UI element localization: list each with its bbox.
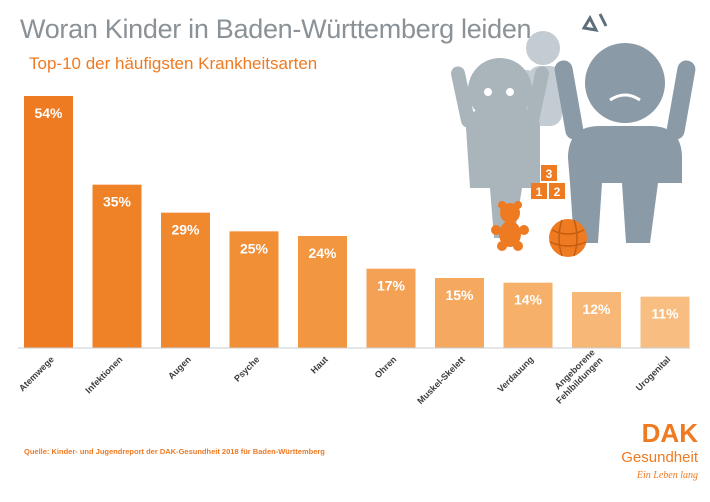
source-note: Quelle: Kinder- und Jugendreport der DAK…: [24, 447, 325, 456]
bar: [640, 296, 690, 348]
category-label-line: Urogenital: [634, 354, 673, 393]
anger-icon: [581, 13, 608, 32]
category-label: Urogenital: [634, 354, 673, 393]
bar-value-label: 14%: [514, 292, 543, 308]
category-label: AngeboreneFehlbildungen: [546, 347, 604, 405]
bar-value-label: 17%: [377, 278, 406, 294]
category-label: Atemwege: [17, 354, 56, 393]
block-label: 2: [554, 185, 561, 199]
chart-subtitle: Top-10 der häufigsten Krankheitsarten: [29, 54, 318, 73]
bar-value-label: 15%: [445, 287, 474, 303]
child-figure-left: [451, 58, 549, 238]
category-label-line: Psyche: [232, 354, 261, 383]
block-label: 3: [546, 167, 553, 181]
category-label: Haut: [309, 354, 330, 375]
category-label: Ohren: [373, 354, 399, 380]
category-label-line: Verdauung: [495, 354, 535, 394]
bar: [503, 282, 553, 348]
category-label-line: Muskel-Skelett: [415, 354, 467, 406]
teddy-bear-icon: [491, 201, 529, 251]
bar: [92, 184, 142, 348]
category-label: Muskel-Skelett: [415, 354, 467, 406]
child-figure-right: [554, 43, 696, 243]
category-label: Verdauung: [495, 354, 535, 394]
category-label: Psyche: [232, 354, 261, 383]
block-label: 1: [536, 185, 543, 199]
category-label-line: Haut: [309, 354, 330, 375]
category-label: Infektionen: [83, 354, 124, 395]
bar: [229, 231, 279, 348]
bar-value-label: 35%: [103, 194, 132, 210]
bar: [366, 268, 416, 348]
bar: [435, 278, 484, 348]
bar-value-label: 29%: [171, 222, 200, 238]
category-label-line: Augen: [166, 354, 193, 381]
bar-value-label: 25%: [240, 240, 269, 256]
bar-value-label: 24%: [308, 245, 337, 261]
sick-children-illustration: 3 1 2: [451, 13, 696, 257]
ball-icon: [549, 219, 587, 257]
category-label-line: Infektionen: [83, 354, 124, 395]
bars-group: 54% 35% 29% 25% 24% 17% 15% 14% 12% 11%: [24, 96, 690, 348]
category-labels-group: Atemwege Infektionen Augen Psyche Haut Ohren M…: [17, 347, 672, 406]
chart-title: Woran Kinder in Baden-Württemberg leiden: [20, 14, 532, 44]
bar: [572, 292, 621, 348]
bar-value-label: 54%: [34, 105, 63, 121]
bar-value-label: 11%: [651, 306, 679, 322]
logo-brand: DAK: [642, 418, 699, 448]
category-label-line: Ohren: [373, 354, 399, 380]
bar: [298, 236, 347, 348]
dak-logo: DAK Gesundheit Ein Leben lang: [621, 418, 699, 481]
logo-name: Gesundheit: [621, 449, 699, 466]
bar-value-label: 12%: [582, 301, 611, 317]
category-label: Augen: [166, 354, 193, 381]
bar: [24, 96, 73, 348]
toy-blocks: 3 1 2: [531, 165, 565, 199]
category-label-line: Atemwege: [17, 354, 56, 393]
bar: [161, 212, 210, 348]
logo-tagline: Ein Leben lang: [636, 470, 698, 481]
